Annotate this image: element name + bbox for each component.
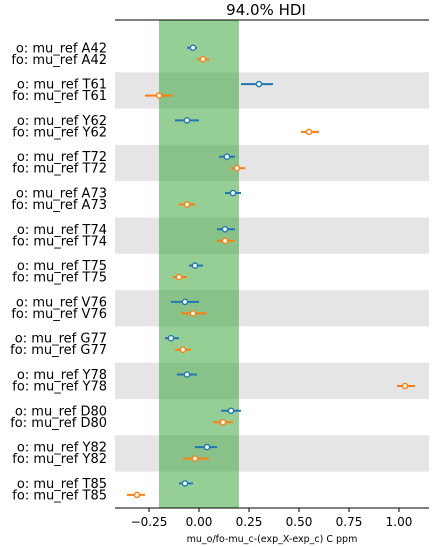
o-row-label: o: mu_ref D80 xyxy=(15,404,107,419)
fo-row-label: fo: mu_ref T72 xyxy=(12,162,107,177)
o-row-label: o: mu_ref G77 xyxy=(15,332,107,347)
o-mean-point xyxy=(227,407,235,415)
x-tick-label: 1.00 xyxy=(386,515,413,529)
o-mean-point xyxy=(229,189,237,197)
fo-mean-point xyxy=(133,491,141,499)
o-mean-point xyxy=(255,80,263,88)
fo-row-label: fo: mu_ref G77 xyxy=(10,343,107,358)
o-row-label: o: mu_ref Y82 xyxy=(17,441,107,456)
o-mean-point xyxy=(223,153,231,160)
x-tick-label: −0.25 xyxy=(131,515,168,529)
fo-row-label: fo: mu_ref D80 xyxy=(10,416,107,431)
fo-mean-point xyxy=(183,201,191,208)
fo-row-label: fo: mu_ref Y78 xyxy=(12,380,107,395)
x-tick-label: 0.75 xyxy=(336,515,363,529)
fo-mean-point xyxy=(305,128,313,136)
x-tick-label: 0.00 xyxy=(186,515,213,529)
o-row-label: o: mu_ref T75 xyxy=(17,259,107,274)
o-row-label: o: mu_ref T85 xyxy=(17,477,107,492)
x-tick-label: 0.25 xyxy=(236,515,263,529)
x-axis-label: mu_o/fo-mu_c-(exp_X-exp_c) C ppm xyxy=(187,534,358,545)
o-row-label: o: mu_ref V76 xyxy=(16,295,107,310)
o-row-label: o: mu_ref T72 xyxy=(17,150,107,165)
fo-row-label: fo: mu_ref Y82 xyxy=(12,452,107,467)
fo-mean-point xyxy=(199,56,207,63)
fo-row-label: fo: mu_ref V76 xyxy=(11,307,107,322)
o-mean-point xyxy=(203,443,211,451)
fo-row-label: fo: mu_ref T85 xyxy=(12,488,107,503)
o-row-label: o: mu_ref T61 xyxy=(17,78,107,93)
fo-mean-point xyxy=(401,382,409,390)
x-axis-ticks: −0.25 0.00 0.25 0.50 0.75 1.00 xyxy=(131,508,413,529)
o-mean-point xyxy=(181,480,189,487)
fo-mean-point xyxy=(189,310,197,317)
fo-row-label: fo: mu_ref T74 xyxy=(12,234,107,249)
x-tick-label: 0.50 xyxy=(286,515,313,529)
o-row-label: o: mu_ref Y62 xyxy=(17,114,107,129)
o-mean-point xyxy=(191,262,199,269)
fo-row-label: fo: mu_ref T61 xyxy=(12,89,107,104)
fo-row-label: fo: mu_ref Y62 xyxy=(12,125,107,140)
fo-row-label: fo: mu_ref T75 xyxy=(12,271,107,286)
fo-mean-point xyxy=(221,237,229,245)
o-row-label: o: mu_ref A42 xyxy=(16,41,107,56)
fo-row-label: fo: mu_ref A73 xyxy=(11,198,107,213)
fo-mean-point xyxy=(179,346,187,354)
o-row-label: o: mu_ref Y78 xyxy=(17,368,107,383)
fo-mean-point xyxy=(155,92,163,99)
o-mean-point xyxy=(183,117,191,124)
fo-mean-point xyxy=(191,455,199,462)
fo-mean-point xyxy=(233,164,241,172)
o-mean-point xyxy=(181,298,189,306)
o-mean-point xyxy=(189,44,197,52)
chart-title: 94.0% HDI xyxy=(226,1,306,19)
fo-mean-point xyxy=(175,273,183,281)
o-row-label: o: mu_ref A73 xyxy=(16,187,107,202)
o-mean-point xyxy=(183,371,191,378)
o-mean-point xyxy=(167,334,175,342)
hdi-band xyxy=(159,20,239,508)
fo-row-label: fo: mu_ref A42 xyxy=(11,53,107,68)
o-mean-point xyxy=(221,225,229,233)
interval-marks xyxy=(127,44,415,499)
fo-mean-point xyxy=(219,418,227,426)
o-row-label: o: mu_ref T74 xyxy=(17,223,107,238)
